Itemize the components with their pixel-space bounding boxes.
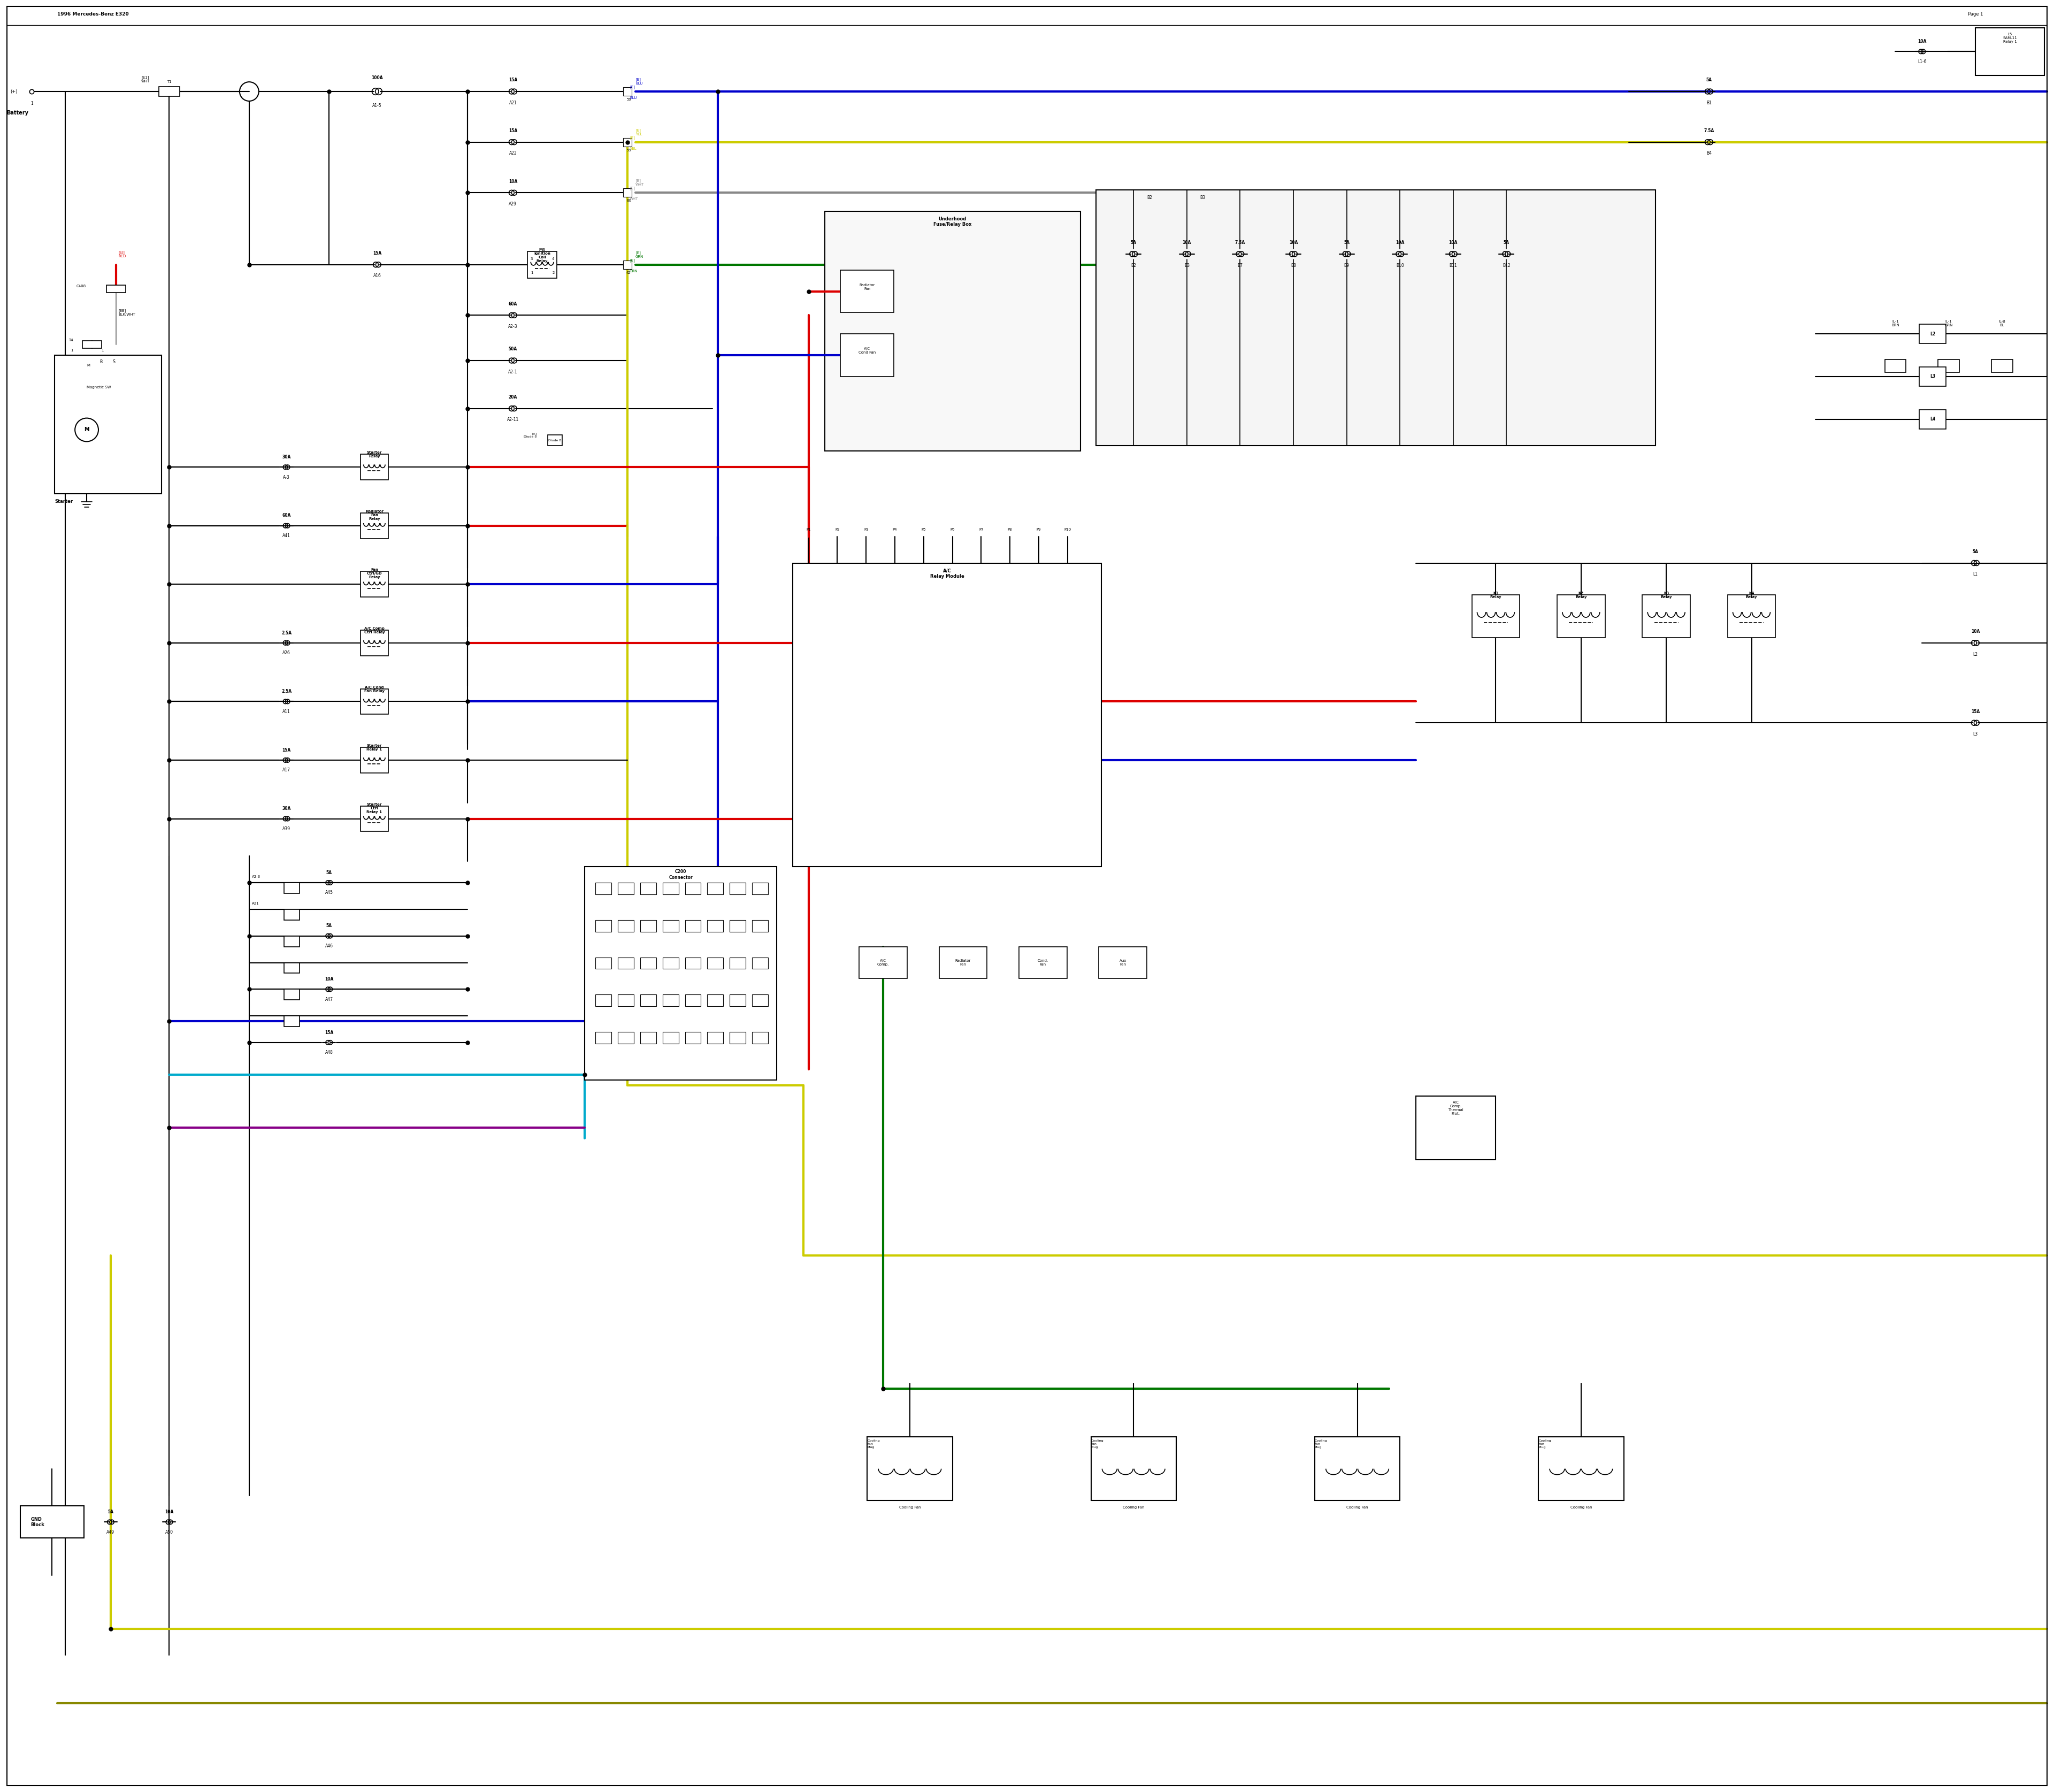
Bar (1976, 27, 2044, 75)
Bar (663, 957, 678, 969)
Text: BLU: BLU (631, 97, 637, 100)
Bar (1643, 595, 1690, 638)
Bar (684, 995, 700, 1007)
Bar (840, 271, 893, 312)
Text: A11: A11 (283, 710, 290, 713)
Text: Cooling
Fan
Plug: Cooling Fan Plug (867, 1439, 879, 1448)
Bar (641, 919, 655, 932)
Bar (752, 995, 768, 1007)
Text: GND
Block: GND Block (31, 1516, 45, 1527)
Text: Battery: Battery (6, 109, 29, 115)
Text: [E]
BLU: [E] BLU (635, 77, 643, 84)
Bar (283, 909, 300, 919)
Text: [E]: [E] (631, 86, 635, 90)
Bar (729, 919, 746, 932)
Text: L2: L2 (1931, 332, 1935, 337)
Bar (752, 957, 768, 969)
Text: A21: A21 (509, 100, 518, 106)
Bar (596, 957, 612, 969)
Text: Starter
Relay: Starter Relay (368, 452, 382, 459)
Bar (1538, 1437, 1625, 1500)
Bar (1886, 360, 1906, 373)
Text: A-3: A-3 (283, 475, 290, 480)
Text: A2-3: A2-3 (507, 324, 518, 330)
Text: 7.5A: 7.5A (1703, 129, 1715, 133)
Bar (729, 995, 746, 1007)
Text: K3
Relay: K3 Relay (1660, 591, 1672, 599)
Text: Radiator
Fan: Radiator Fan (859, 283, 875, 290)
Text: L1: L1 (1974, 572, 1978, 577)
Text: [E]
YEL: [E] YEL (635, 129, 643, 136)
Bar (663, 883, 678, 894)
Text: C408: C408 (76, 285, 86, 287)
Text: 10A: 10A (1395, 240, 1405, 246)
Text: A/C Cond
Fan Relay: A/C Cond Fan Relay (364, 686, 384, 692)
Text: IL-1
GRN: IL-1 GRN (1945, 319, 1953, 326)
Text: A1-5: A1-5 (372, 102, 382, 108)
Bar (618, 1032, 635, 1043)
Text: 59: 59 (626, 149, 631, 152)
Text: A26: A26 (283, 650, 290, 656)
Text: Starter: Starter (55, 500, 74, 504)
Text: 1: 1 (530, 271, 532, 274)
Text: A48: A48 (325, 1050, 333, 1055)
Text: B1: B1 (1707, 100, 1711, 106)
Text: Radiator
Fan
Relay: Radiator Fan Relay (366, 509, 384, 520)
Text: 7.5A: 7.5A (1234, 240, 1245, 246)
Bar (1918, 410, 1945, 428)
Text: 5A: 5A (327, 923, 333, 928)
Text: 1996 Mercedes-Benz E320: 1996 Mercedes-Benz E320 (58, 13, 129, 16)
Text: A/C
Comp.: A/C Comp. (877, 959, 889, 966)
Bar (596, 883, 612, 894)
Text: 30A: 30A (281, 806, 292, 812)
Text: 2.5A: 2.5A (281, 631, 292, 634)
Bar (1019, 946, 1066, 978)
Text: 3: 3 (530, 258, 532, 260)
Text: 10A: 10A (325, 977, 333, 982)
Text: 10A: 10A (1448, 240, 1458, 246)
Text: 10A: 10A (1183, 240, 1191, 246)
Bar (618, 995, 635, 1007)
Bar (283, 989, 300, 1000)
Bar (684, 957, 700, 969)
Text: L1-6: L1-6 (1918, 59, 1927, 65)
Text: 59: 59 (626, 99, 631, 100)
Text: A17: A17 (283, 767, 290, 772)
Text: A21: A21 (253, 901, 259, 905)
Text: A2-1: A2-1 (507, 369, 518, 375)
Text: [E]
WHT: [E] WHT (635, 179, 645, 186)
Text: 4: 4 (553, 258, 555, 260)
Bar (596, 919, 612, 932)
Text: IL-B
BL: IL-B BL (1999, 319, 2005, 326)
Text: 10A: 10A (509, 179, 518, 185)
Bar (585, 867, 776, 1081)
Bar (707, 995, 723, 1007)
Text: 42: 42 (626, 271, 631, 274)
Text: [E]: [E] (631, 258, 635, 262)
Text: Cooling Fan: Cooling Fan (1347, 1505, 1368, 1509)
Bar (618, 883, 635, 894)
Bar (684, 919, 700, 932)
Bar (1097, 190, 1656, 446)
Text: L3: L3 (1931, 375, 1935, 378)
Text: P5: P5 (922, 529, 926, 530)
Text: 5A: 5A (327, 871, 333, 874)
Bar (283, 962, 300, 973)
Text: B8: B8 (1290, 263, 1296, 267)
Bar (21, 1505, 84, 1538)
Text: 2: 2 (553, 271, 555, 274)
Text: A45: A45 (325, 891, 333, 896)
Bar (707, 919, 723, 932)
Text: 15A: 15A (325, 1030, 333, 1034)
Bar (1918, 324, 1945, 344)
Text: Starter
Ctrl
Relay 1: Starter Ctrl Relay 1 (366, 803, 382, 814)
Text: A46: A46 (325, 944, 333, 948)
Bar (641, 883, 655, 894)
Bar (707, 957, 723, 969)
Text: Magnetic SW: Magnetic SW (86, 385, 111, 389)
Bar (1918, 367, 1945, 385)
Bar (1415, 1095, 1495, 1159)
Text: 20A: 20A (509, 394, 518, 400)
Text: 30A: 30A (281, 455, 292, 459)
Text: [E1]
WHT: [E1] WHT (142, 75, 150, 82)
